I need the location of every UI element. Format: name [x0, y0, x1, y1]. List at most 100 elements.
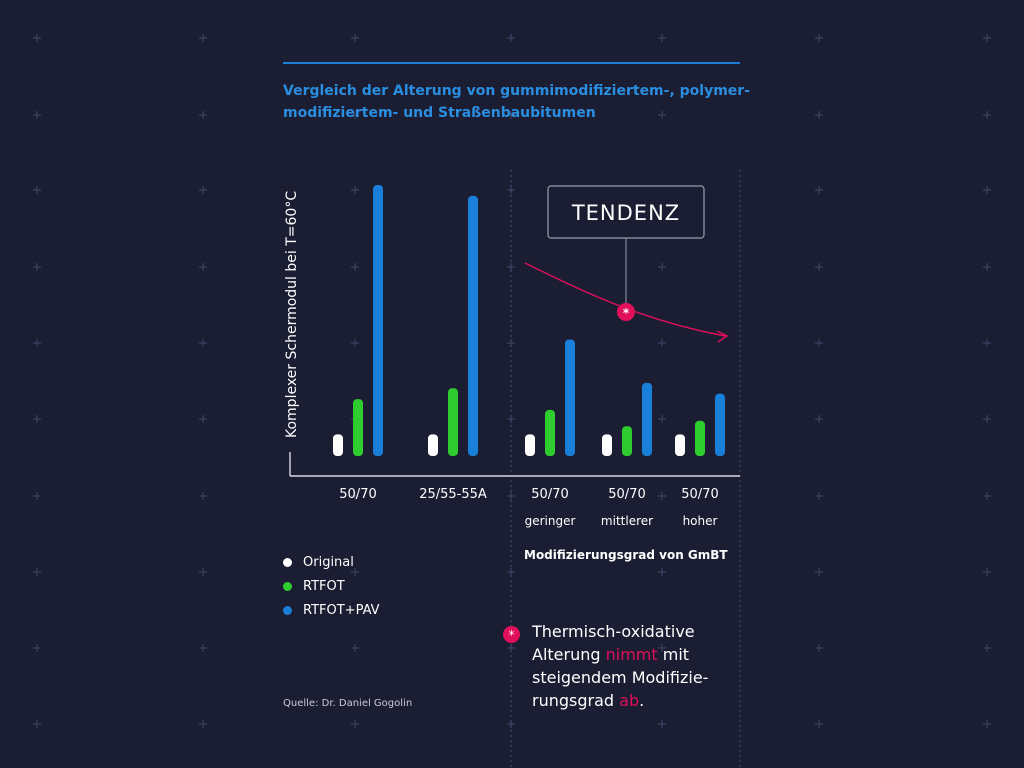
- bar-rtfot-pav-2: [565, 339, 575, 456]
- plus-decoration: [815, 568, 823, 576]
- plus-decoration: [199, 492, 207, 500]
- bar-rtfot-2: [545, 409, 555, 456]
- chart-title: Vergleich der Alterung von gummimodifizi…: [283, 80, 753, 124]
- plus-decoration: [658, 492, 666, 500]
- plus-decoration: [351, 492, 359, 500]
- plus-decoration: [815, 720, 823, 728]
- plus-decoration: [351, 111, 359, 119]
- legend-dot-icon: [283, 557, 292, 567]
- note-line-4c: .: [639, 691, 645, 710]
- legend-item: Original: [283, 550, 380, 574]
- plus-decoration: [199, 415, 207, 423]
- plus-decoration: [983, 339, 991, 347]
- plus-decoration: [658, 339, 666, 347]
- plus-decoration: [815, 111, 823, 119]
- x-tick-label: 50/70: [608, 487, 645, 502]
- plus-decoration: [351, 263, 359, 271]
- bar-rtfot-pav-1: [468, 195, 478, 456]
- bar-original-4: [675, 434, 685, 456]
- note-line-2a: Alterung: [532, 645, 606, 664]
- chart-title-line-1: Vergleich der Alterung von gummimodifizi…: [283, 83, 751, 99]
- plus-decoration: [983, 263, 991, 271]
- bar-original-2: [525, 434, 535, 456]
- bar-rtfot-4: [695, 420, 705, 456]
- plus-decoration: [33, 339, 41, 347]
- plus-decoration: [658, 111, 666, 119]
- plus-decoration: [33, 186, 41, 194]
- plus-decoration: [33, 568, 41, 576]
- plus-decoration: [983, 415, 991, 423]
- plus-decoration: [983, 186, 991, 194]
- plus-decoration: [983, 111, 991, 119]
- bar-original-0: [333, 434, 343, 456]
- plus-decoration: [351, 186, 359, 194]
- tendenz-label: TENDENZ: [571, 201, 680, 225]
- plus-decoration: [658, 644, 666, 652]
- chart-title-line-2: modifiziertem- und Straßenbaubitumen: [283, 105, 596, 121]
- plus-decoration: [815, 186, 823, 194]
- bar-rtfot-3: [622, 426, 632, 456]
- bar-rtfot-1: [448, 388, 458, 456]
- trend-arrow-head: [716, 330, 729, 343]
- x-tick-sublabel: mittlerer: [601, 514, 653, 528]
- note-highlight-ab: ab: [619, 691, 640, 710]
- plus-decoration: [507, 111, 515, 119]
- plus-decoration: [351, 644, 359, 652]
- plus-decoration: [815, 492, 823, 500]
- bar-rtfot-pav-4: [715, 393, 725, 456]
- plus-decoration: [33, 34, 41, 42]
- tendenz-box: [547, 185, 705, 239]
- plus-decoration: [351, 339, 359, 347]
- plus-decoration: [658, 568, 666, 576]
- plus-decoration: [199, 644, 207, 652]
- note-line-3: steigendem Modifizie-: [532, 668, 709, 687]
- plus-decoration: [658, 720, 666, 728]
- title-rule: [283, 62, 740, 64]
- plus-decoration: [199, 720, 207, 728]
- legend-label: RTFOT: [303, 578, 345, 594]
- plus-decoration: [33, 111, 41, 119]
- bar-original-1: [428, 434, 438, 456]
- trend-arrow-line: [524, 262, 726, 337]
- plus-decoration: [658, 263, 666, 271]
- bar-rtfot-pav-3: [642, 382, 652, 456]
- plus-decoration: [33, 492, 41, 500]
- bar-rtfot-pav-0: [373, 185, 383, 456]
- plus-decoration: [815, 263, 823, 271]
- plus-decoration: [815, 644, 823, 652]
- bar-original-3: [602, 434, 612, 456]
- x-tick-sublabel: hoher: [683, 514, 718, 528]
- y-axis-label: Komplexer Schermodul bei T=60°C: [284, 191, 300, 438]
- note-marker-badge: *: [503, 626, 520, 643]
- legend: Original RTFOT RTFOT+PAV: [283, 550, 380, 622]
- plus-decoration: [33, 263, 41, 271]
- trend-marker-star: *: [623, 306, 630, 320]
- plus-decoration: [33, 415, 41, 423]
- plus-decoration: [351, 34, 359, 42]
- note-text: Thermisch-oxidative Alterung nimmt mit s…: [532, 620, 732, 712]
- plus-decoration: [33, 644, 41, 652]
- note-line-1: Thermisch-oxidative: [532, 622, 695, 641]
- legend-dot-icon: [283, 581, 292, 591]
- legend-dot-icon: [283, 605, 292, 615]
- bar-rtfot-0: [353, 399, 363, 456]
- note-line-4a: rungsgrad: [532, 691, 620, 710]
- x-tick-sublabel: geringer: [525, 514, 576, 528]
- legend-label: RTFOT+PAV: [303, 602, 380, 618]
- plus-decoration: [199, 568, 207, 576]
- plus-decoration: [33, 720, 41, 728]
- plus-decoration: [199, 186, 207, 194]
- legend-item: RTFOT+PAV: [283, 598, 380, 622]
- x-tick-label: 50/70: [531, 487, 568, 502]
- x-tick-labels: 50/70 25/55-55A 50/70 geringer 50/70 mittlere…: [339, 487, 718, 528]
- note-callout: * Thermisch-oxidative Alterung nimmt mit…: [503, 620, 732, 712]
- plus-decoration: [658, 34, 666, 42]
- plus-decoration: [983, 34, 991, 42]
- plus-decoration: [507, 34, 515, 42]
- plus-decoration: [351, 568, 359, 576]
- x-axis-title: Modifizierungsgrad von GmBT: [524, 548, 728, 562]
- plus-decoration: [983, 492, 991, 500]
- note-highlight-nimmt: nimmt: [605, 645, 658, 664]
- plus-decoration: [199, 339, 207, 347]
